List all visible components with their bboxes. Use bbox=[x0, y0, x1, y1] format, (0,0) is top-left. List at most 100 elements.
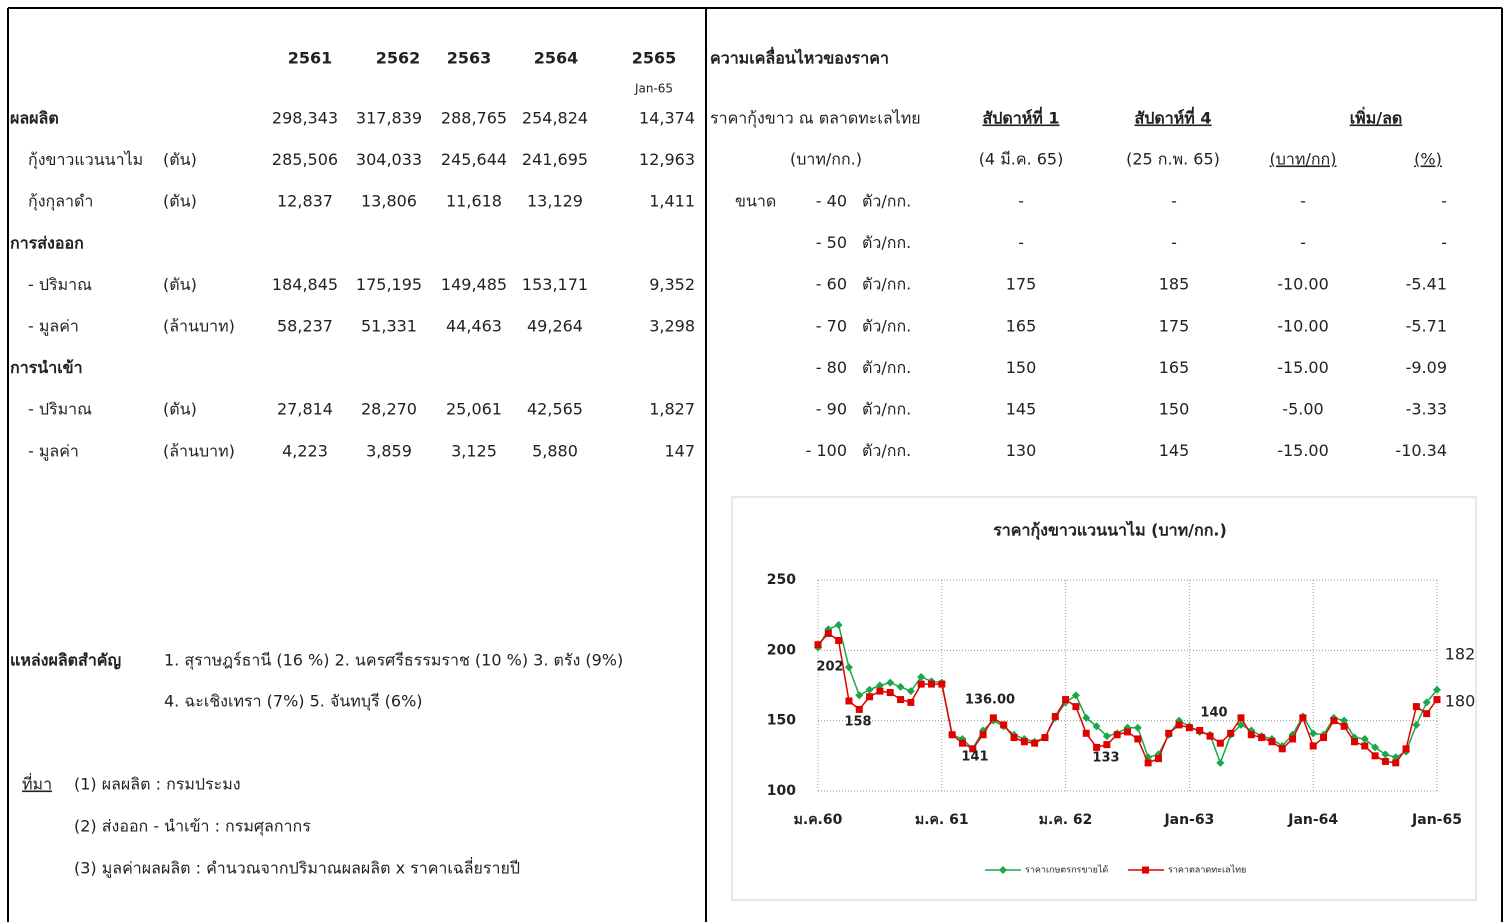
header: สัปดาห์ที่ 4 bbox=[1134, 107, 1211, 128]
row-unit: (ตัน) bbox=[163, 150, 197, 169]
cell: 28,270 bbox=[361, 400, 417, 419]
cell: 175,195 bbox=[356, 275, 422, 294]
chart-frame bbox=[731, 496, 1477, 901]
cell: -5.41 bbox=[1406, 275, 1447, 294]
x-tick-label: ม.ค. 61 bbox=[915, 812, 969, 828]
year-header: 2565 bbox=[632, 49, 677, 68]
unit: ตัว/กก. bbox=[862, 233, 911, 252]
row-unit: (ล้านบาท) bbox=[163, 317, 235, 336]
marker bbox=[958, 739, 966, 747]
subheader: (%) bbox=[1414, 150, 1442, 169]
cell: 4,223 bbox=[282, 441, 328, 460]
marker bbox=[1433, 685, 1441, 694]
marker bbox=[1103, 741, 1111, 749]
y-tick-label: 250 bbox=[767, 572, 796, 588]
cell: -10.00 bbox=[1277, 275, 1329, 294]
unit: ตัว/กก. bbox=[862, 358, 911, 377]
marker bbox=[1422, 698, 1431, 707]
marker bbox=[1113, 731, 1121, 739]
y-tick-label: 200 bbox=[767, 642, 796, 658]
cell: 130 bbox=[1006, 441, 1037, 460]
cell: -5.00 bbox=[1282, 400, 1323, 419]
marker bbox=[906, 687, 915, 696]
marker bbox=[1330, 717, 1338, 725]
cell: 1,827 bbox=[649, 400, 695, 419]
marker bbox=[1072, 703, 1080, 711]
references-line: (1) ผลผลิต : กรมประมง bbox=[74, 775, 241, 794]
size: - 80 bbox=[816, 358, 847, 377]
cell: 184,845 bbox=[272, 275, 338, 294]
cell: 254,824 bbox=[522, 109, 588, 128]
cell: -15.00 bbox=[1277, 358, 1329, 377]
row-label: - ปริมาณ bbox=[28, 400, 92, 419]
row-label: - มูลค่า bbox=[28, 317, 79, 337]
marker bbox=[1268, 738, 1276, 746]
year-note: Jan-65 bbox=[634, 82, 673, 96]
size: - 100 bbox=[806, 441, 847, 460]
year-header: 2562 bbox=[376, 49, 421, 68]
marker bbox=[1237, 714, 1245, 722]
row-unit: (ตัน) bbox=[163, 400, 197, 419]
cell: 285,506 bbox=[272, 150, 338, 169]
marker bbox=[1361, 742, 1369, 750]
cell: - bbox=[1171, 233, 1177, 252]
size: - 60 bbox=[816, 275, 847, 294]
marker bbox=[834, 621, 843, 630]
year-header: 2563 bbox=[447, 49, 492, 68]
annotation: 140 bbox=[1200, 706, 1227, 721]
marker bbox=[1196, 727, 1204, 735]
chart-title: ราคากุ้งขาวแวนนาไม (บาท/กก.) bbox=[993, 521, 1227, 541]
cell: -9.09 bbox=[1406, 358, 1447, 377]
sources-label: แหล่งผลิตสำคัญ bbox=[10, 651, 121, 671]
annotation: 182 bbox=[1445, 645, 1476, 664]
legend-label: ราคาเกษตรกรขายได้ bbox=[1025, 865, 1108, 876]
marker bbox=[1371, 752, 1379, 760]
cell: 245,644 bbox=[441, 150, 507, 169]
unit: ตัว/กก. bbox=[862, 275, 911, 294]
annotation: 202 bbox=[816, 660, 843, 675]
marker bbox=[907, 698, 915, 706]
marker bbox=[1433, 696, 1441, 704]
year-header: 2561 bbox=[288, 49, 333, 68]
sources-line: 4. ฉะเชิงเทรา (7%) 5. จันทบุรี (6%) bbox=[164, 692, 423, 712]
unit: ตัว/กก. bbox=[862, 316, 911, 335]
marker bbox=[1381, 750, 1390, 759]
header: ราคากุ้งขาว ณ ตลาดทะเลไทย bbox=[710, 109, 921, 129]
annotation: 141 bbox=[961, 750, 988, 765]
size: - 70 bbox=[816, 316, 847, 335]
references-label: ที่มา bbox=[22, 773, 52, 794]
marker bbox=[917, 680, 925, 688]
marker bbox=[1236, 720, 1245, 729]
size: - 50 bbox=[816, 233, 847, 252]
cell: -10.00 bbox=[1277, 316, 1329, 335]
cell: 317,839 bbox=[356, 109, 422, 128]
cell: 3,859 bbox=[366, 441, 412, 460]
marker bbox=[1247, 731, 1255, 739]
marker bbox=[865, 685, 874, 694]
cell: 175 bbox=[1159, 316, 1190, 335]
marker bbox=[855, 691, 864, 700]
x-tick-label: Jan-64 bbox=[1287, 812, 1338, 828]
legend-label: ราคาตลาดทะเลไทย bbox=[1168, 865, 1246, 876]
cell: 150 bbox=[1006, 358, 1037, 377]
marker bbox=[1227, 729, 1235, 737]
cell: 12,963 bbox=[639, 150, 695, 169]
marker bbox=[1093, 743, 1101, 751]
references-line: (3) มูลค่าผลผลิต : คำนวณจากปริมาณผลผลิต … bbox=[74, 857, 520, 879]
cell: 145 bbox=[1159, 441, 1190, 460]
marker bbox=[1031, 739, 1039, 747]
cell: 11,618 bbox=[446, 192, 502, 211]
marker bbox=[1216, 739, 1224, 747]
marker bbox=[886, 689, 894, 697]
marker bbox=[866, 693, 874, 701]
cell: - bbox=[1300, 192, 1306, 211]
marker bbox=[1309, 742, 1317, 750]
sources-line: 1. สุราษฎร์ธานี (16 %) 2. นครศรีธรรมราช … bbox=[164, 651, 623, 671]
marker bbox=[845, 697, 853, 705]
marker bbox=[1289, 735, 1297, 743]
cell: 165 bbox=[1159, 358, 1190, 377]
cell: 165 bbox=[1006, 316, 1037, 335]
cell: 298,343 bbox=[272, 109, 338, 128]
